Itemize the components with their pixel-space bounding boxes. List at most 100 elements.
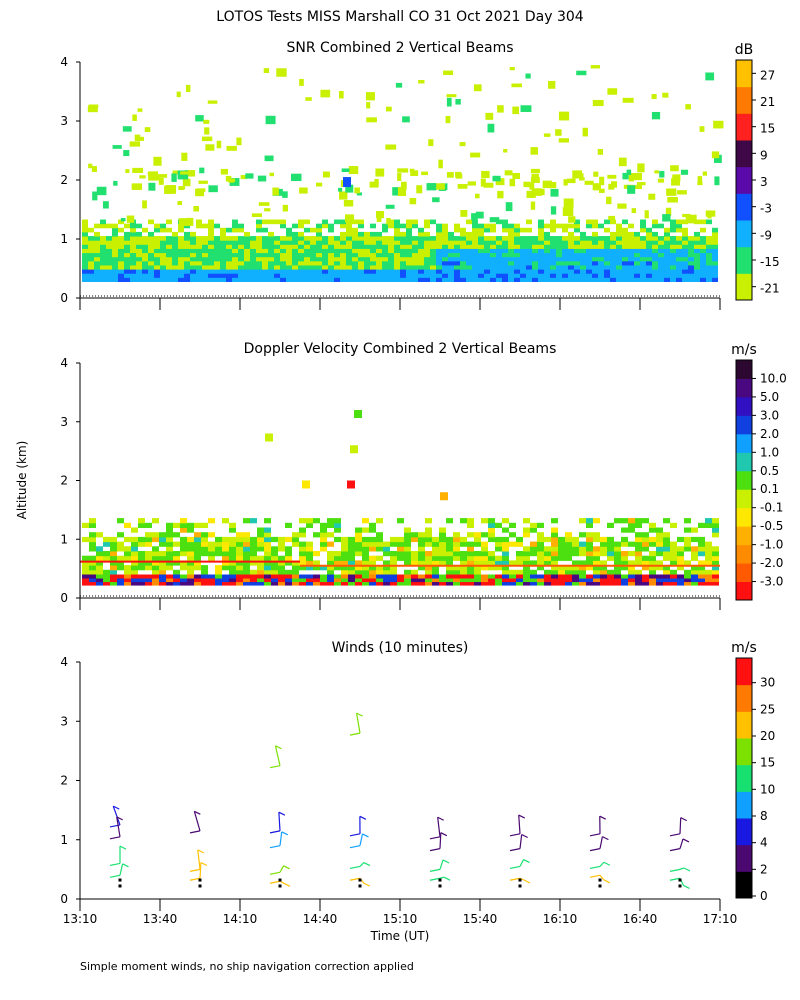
snr-cell: [268, 273, 274, 278]
snr-cell: [418, 264, 424, 270]
snr-cell: [136, 236, 142, 241]
snr-cell: [532, 252, 538, 258]
snr-cell: [394, 227, 400, 233]
snr-cell: [316, 227, 322, 233]
snr-cell: [208, 264, 214, 270]
velocity-cell: [481, 578, 488, 583]
velocity-cell: [579, 518, 586, 524]
snr-cell: [478, 260, 484, 266]
snr-cell: [502, 240, 508, 245]
snr-cell: [592, 260, 598, 266]
snr-cell: [706, 248, 712, 254]
snr-cell: [502, 264, 508, 270]
snr-cell: [178, 264, 184, 270]
snr-cell: [442, 269, 448, 274]
snr-cell: [430, 219, 436, 225]
velocity-cell: [89, 574, 96, 579]
snr-cell: [184, 273, 190, 278]
snr-cell: [424, 269, 430, 274]
snr-cell: [364, 273, 370, 278]
snr-cell: [509, 66, 515, 71]
velocity-cell: [530, 569, 537, 575]
snr-cell: [568, 231, 574, 237]
wind-marker: [118, 884, 122, 888]
snr-cell: [100, 273, 106, 278]
snr-cell: [148, 244, 154, 249]
snr-cell: [676, 264, 682, 270]
snr-cell: [166, 240, 172, 245]
velocity-cell: [572, 574, 579, 579]
velocity-cell: [691, 565, 698, 571]
snr-cell: [700, 277, 706, 282]
velocity-cell: [320, 527, 327, 533]
snr-cell: [634, 248, 640, 254]
snr-cell: [490, 256, 496, 262]
colorbar-swatch: [736, 544, 752, 564]
velocity-cell: [201, 536, 208, 543]
velocity-cell: [208, 546, 215, 552]
velocity-cell: [600, 574, 607, 579]
snr-cell: [478, 273, 484, 278]
snr-cell: [670, 219, 676, 225]
snr-cell: [272, 187, 279, 196]
velocity-cell: [614, 555, 621, 561]
snr-cell: [526, 240, 532, 245]
velocity-cell: [446, 536, 453, 543]
snr-cell: [262, 260, 268, 266]
x-tick-label: 15:40: [463, 912, 498, 926]
velocity-cell: [572, 551, 579, 557]
snr-cell: [694, 231, 700, 237]
snr-cell: [370, 248, 376, 254]
velocity-cell: [362, 574, 369, 579]
velocity-cell: [124, 551, 131, 557]
snr-cell: [520, 105, 532, 112]
snr-cell: [616, 223, 622, 229]
snr-cell: [316, 244, 322, 249]
snr-cell: [262, 277, 268, 282]
velocity-cell: [698, 574, 705, 579]
velocity-cell: [229, 546, 236, 552]
velocity-cell: [292, 574, 299, 579]
velocity-cell: [89, 569, 96, 575]
velocity-cell: [467, 555, 474, 561]
velocity-cell: [369, 536, 376, 543]
snr-cell: [442, 244, 448, 249]
velocity-cell: [138, 560, 145, 566]
snr-cell: [532, 264, 538, 270]
snr-cell: [592, 219, 598, 225]
snr-cell: [526, 277, 532, 282]
velocity-cell: [460, 569, 467, 575]
wind-marker: [598, 884, 602, 888]
snr-cell: [574, 248, 580, 254]
snr-cell: [556, 260, 562, 266]
velocity-cell: [299, 527, 306, 533]
snr-cell: [310, 240, 316, 245]
snr-cell: [280, 264, 286, 270]
snr-cell: [676, 219, 682, 225]
snr-cell: [550, 236, 556, 241]
snr-cell: [100, 244, 106, 249]
snr-cell: [412, 273, 418, 278]
velocity-cell: [586, 532, 593, 538]
velocity-cell: [306, 574, 313, 579]
velocity-cell: [677, 536, 684, 543]
snr-cell: [352, 260, 358, 266]
wind-barb-flag: [440, 832, 448, 837]
snr-cell: [646, 227, 652, 233]
figure-title: LOTOS Tests MISS Marshall CO 31 Oct 2021…: [216, 9, 584, 25]
snr-cell: [256, 227, 262, 233]
velocity-cell: [257, 541, 264, 547]
velocity-cell: [82, 536, 89, 543]
snr-cell: [448, 252, 454, 258]
snr-cell: [682, 264, 688, 270]
snr-cell: [622, 277, 628, 282]
velocity-cell: [229, 574, 236, 579]
velocity-cell: [257, 581, 264, 586]
snr-cell: [707, 214, 712, 219]
snr-cell: [592, 236, 598, 241]
snr-cell: [264, 208, 271, 212]
snr-cell: [706, 260, 712, 266]
snr-cell: [496, 260, 502, 266]
velocity-cell: [215, 565, 222, 571]
velocity-cell: [327, 560, 334, 566]
